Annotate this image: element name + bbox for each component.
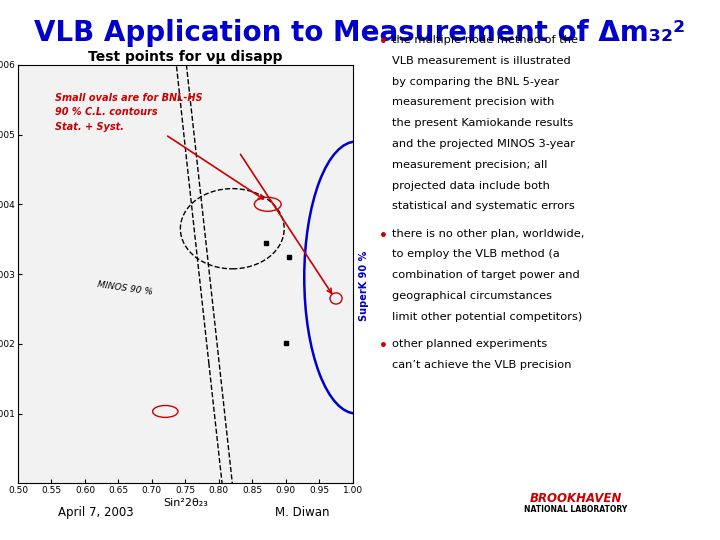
Text: to employ the VLB method (a: to employ the VLB method (a bbox=[392, 249, 560, 260]
Text: can’t achieve the VLB precision: can’t achieve the VLB precision bbox=[392, 360, 572, 370]
Text: by comparing the BNL 5-year: by comparing the BNL 5-year bbox=[392, 77, 559, 87]
Text: limit other potential competitors): limit other potential competitors) bbox=[392, 312, 582, 322]
Text: VLB Application to Measurement of Δm₃₂²: VLB Application to Measurement of Δm₃₂² bbox=[35, 19, 685, 47]
Title: Test points for νμ disapp: Test points for νμ disapp bbox=[88, 50, 283, 64]
Text: the multiple node method of the: the multiple node method of the bbox=[392, 35, 578, 45]
Text: projected data include both: projected data include both bbox=[392, 180, 550, 191]
Text: measurement precision; all: measurement precision; all bbox=[392, 160, 548, 170]
Text: the present Kamiokande results: the present Kamiokande results bbox=[392, 118, 574, 129]
Text: combination of target power and: combination of target power and bbox=[392, 270, 580, 280]
Text: measurement precision with: measurement precision with bbox=[392, 97, 555, 107]
Text: •: • bbox=[379, 35, 388, 49]
Text: statistical and systematic errors: statistical and systematic errors bbox=[392, 201, 575, 212]
Text: MINOS 90 %: MINOS 90 % bbox=[97, 280, 153, 297]
Text: there is no other plan, worldwide,: there is no other plan, worldwide, bbox=[392, 229, 585, 239]
Text: •: • bbox=[379, 339, 388, 353]
Text: other planned experiments: other planned experiments bbox=[392, 339, 548, 349]
Text: geographical circumstances: geographical circumstances bbox=[392, 291, 552, 301]
Text: BROOKHAVEN: BROOKHAVEN bbox=[530, 492, 622, 505]
Text: and the projected MINOS 3-year: and the projected MINOS 3-year bbox=[392, 139, 575, 149]
Text: VLB measurement is illustrated: VLB measurement is illustrated bbox=[392, 56, 571, 66]
Text: NATIONAL LABORATORY: NATIONAL LABORATORY bbox=[524, 505, 628, 514]
Text: •: • bbox=[379, 229, 388, 242]
X-axis label: Sin²2θ₂₃: Sin²2θ₂₃ bbox=[163, 498, 208, 508]
Text: April 7, 2003: April 7, 2003 bbox=[58, 507, 133, 519]
Text: Small ovals are for BNL-HS
90 % C.L. contours
Stat. + Syst.: Small ovals are for BNL-HS 90 % C.L. con… bbox=[55, 93, 202, 132]
Text: SuperK 90 %: SuperK 90 % bbox=[359, 251, 369, 321]
Text: M. Diwan: M. Diwan bbox=[275, 507, 330, 519]
